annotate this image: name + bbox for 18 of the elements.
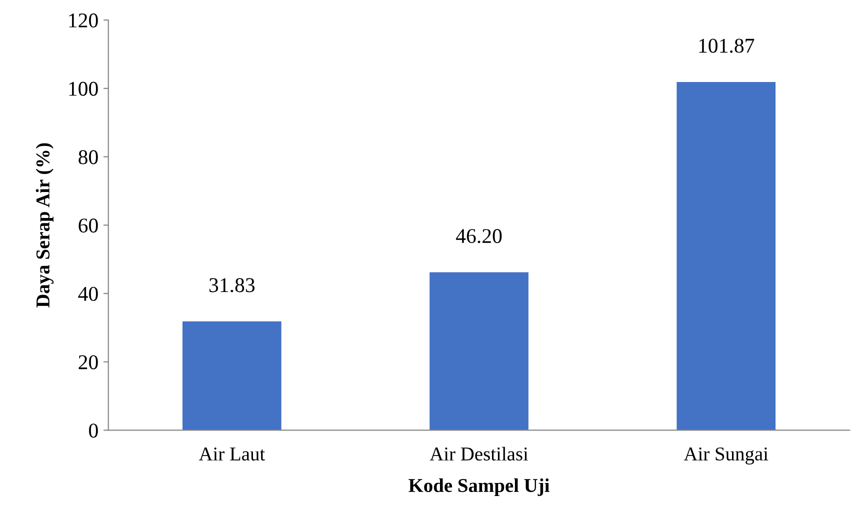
y-tick-label: 120: [69, 13, 98, 28]
y-tick-label: 60: [78, 218, 98, 233]
bar: [676, 82, 776, 430]
x-tick-label: Air Sungai: [684, 447, 768, 465]
bar: [182, 321, 282, 430]
data-label: 46.20: [456, 229, 502, 244]
bar: [430, 272, 528, 430]
y-tick-label: 40: [78, 286, 98, 301]
data-label: 101.87: [699, 38, 754, 53]
x-axis-title: Kode Sampel Uji: [408, 478, 550, 496]
y-tick-label: 0: [89, 424, 98, 438]
x-tick-label: Air Destilasi: [430, 446, 528, 461]
y-tick-label: 80: [78, 150, 98, 164]
x-tick-label: Air Laut: [198, 448, 266, 461]
data-label: 31.83: [209, 278, 255, 292]
y-axis-title: Daya Serap Air (%): [36, 143, 54, 308]
y-tick-label: 20: [78, 355, 98, 370]
y-tick-label: 100: [69, 82, 98, 96]
